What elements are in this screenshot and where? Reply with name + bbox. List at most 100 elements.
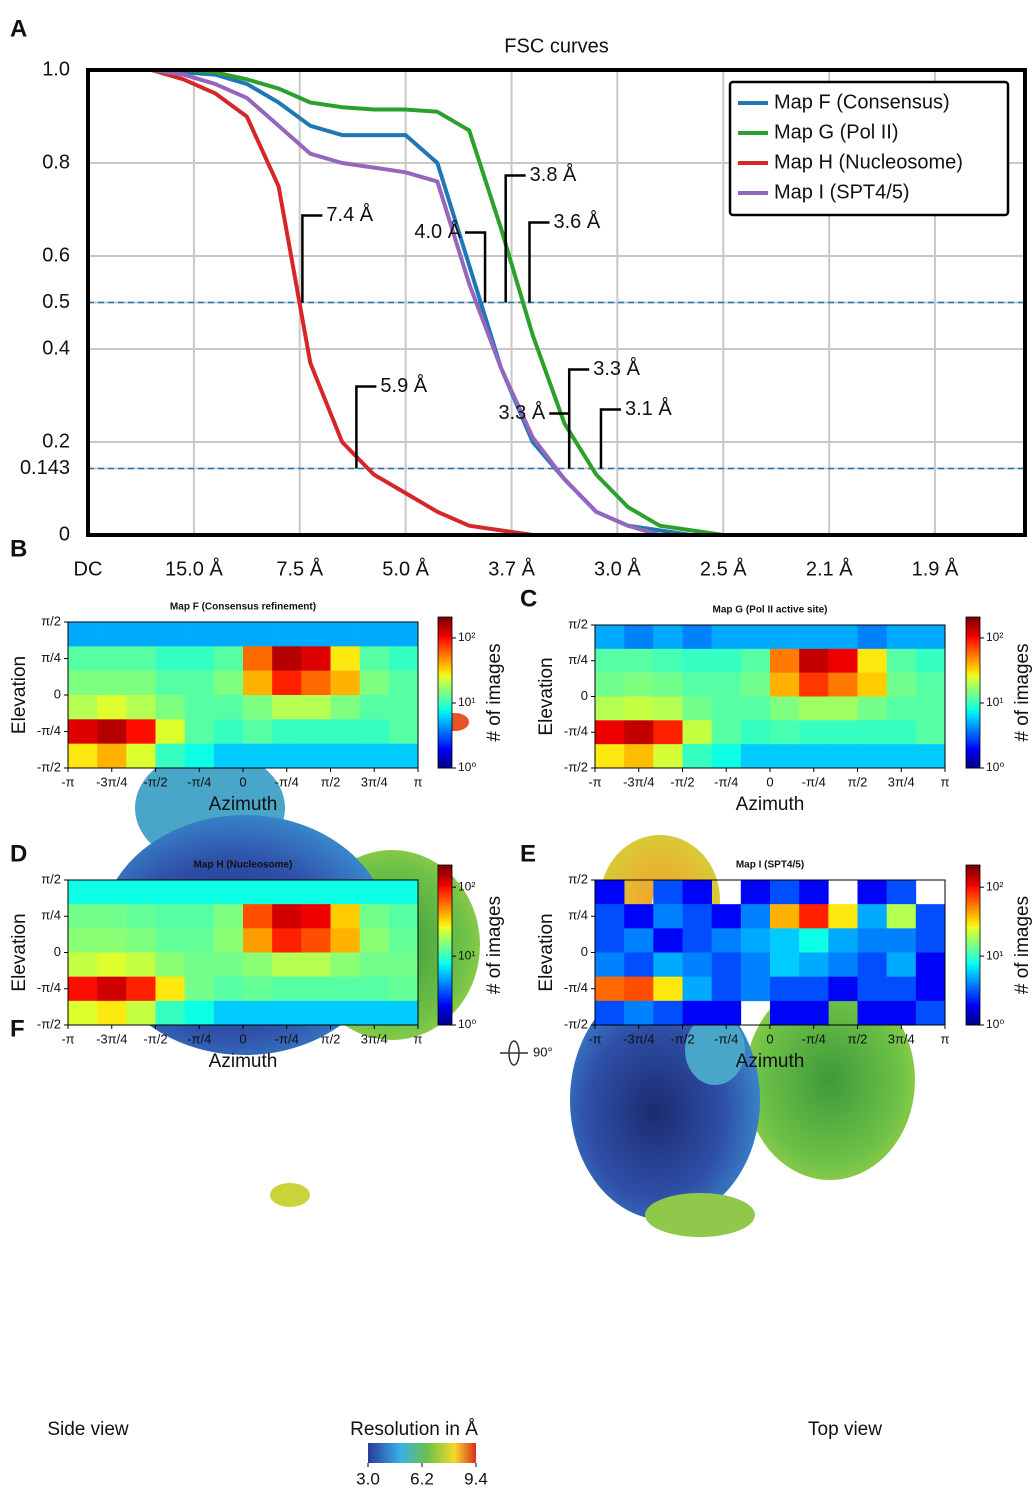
heatmap-cell	[799, 696, 829, 721]
colorbar-step	[438, 689, 452, 693]
colorbar-step	[438, 881, 452, 885]
colorbar-step	[966, 715, 980, 719]
colorbar-step	[438, 1017, 452, 1021]
colorbar-step	[966, 705, 980, 709]
colorbar-step	[438, 867, 452, 871]
heatmap-cell	[915, 744, 946, 769]
heatmap-cell	[213, 880, 244, 905]
colorbar-step	[966, 652, 980, 656]
y-tick-label: 0	[59, 523, 70, 545]
colorbar-step	[966, 700, 980, 704]
colorbar-step	[438, 642, 452, 646]
colorbar-tick-label: 10²	[458, 630, 475, 644]
colorbar-step	[438, 947, 452, 951]
heatmap-cell	[97, 622, 127, 647]
y-tick-label: -π/2	[564, 1016, 588, 1031]
heatmap-cell	[301, 670, 331, 696]
annotation-label: 4.0 Å	[414, 220, 461, 243]
colorbar-step	[966, 732, 980, 736]
colorbar-step	[438, 755, 452, 759]
heatmap-cell	[184, 880, 215, 905]
y-axis-label: Elevation	[536, 657, 557, 735]
colorbar-step	[966, 955, 980, 959]
colorbar-step	[438, 682, 452, 686]
colorbar-step	[966, 750, 980, 754]
heatmap-cell	[711, 648, 742, 673]
heatmap-cell	[97, 743, 127, 769]
colorbar-step	[966, 873, 980, 877]
colorbar-step	[966, 905, 980, 909]
heatmap-cell	[653, 952, 683, 977]
heatmap-cell	[330, 928, 360, 953]
colorbar-step	[966, 674, 980, 678]
x-tick-label: -π/4	[187, 1031, 211, 1046]
colorbar-step	[438, 875, 452, 879]
y-tick-label: π/4	[41, 650, 61, 665]
heatmap-cell	[97, 952, 127, 977]
y-tick-label: π/2	[41, 871, 61, 886]
colorbar-step	[438, 717, 452, 721]
heatmap-cell	[828, 904, 858, 929]
colorbar-step	[438, 971, 452, 975]
panel-label: C	[520, 585, 537, 612]
y-tick-label: -π/4	[564, 724, 588, 739]
colorbar-frame	[965, 616, 981, 769]
colorbar-tick-label: 10⁰	[458, 760, 476, 774]
heatmap-cell	[799, 625, 829, 650]
colorbar-step	[966, 1003, 980, 1007]
colorbar-step	[438, 672, 452, 676]
heatmap-cell	[330, 695, 360, 720]
heatmap-cell	[359, 880, 390, 905]
heatmap-cell	[330, 952, 360, 977]
heatmap-cell	[301, 695, 331, 720]
colorbar-step	[438, 695, 452, 699]
heatmap-cell	[126, 976, 156, 1002]
heatmap-cell	[243, 952, 273, 977]
colorbar-step	[966, 945, 980, 949]
x-tick-label: -π	[61, 774, 74, 789]
colorbar-step	[438, 652, 452, 656]
x-tick-label: 2.1 Å	[806, 557, 853, 580]
heatmap-cell	[126, 904, 156, 929]
heatmap-cell	[857, 952, 887, 977]
heatmap-cell	[68, 695, 98, 720]
colorbar-step	[438, 995, 452, 999]
heatmap-cell	[886, 720, 917, 745]
x-tick-label: 1.9 Å	[912, 557, 959, 580]
colorbar-step	[438, 705, 452, 709]
heatmap-cell	[155, 880, 185, 905]
heatmap-cell	[126, 646, 156, 671]
heatmap-cell	[330, 904, 360, 929]
colorbar-step	[966, 963, 980, 967]
x-tick-label: -3π/4	[96, 1031, 127, 1046]
heatmap-cell	[272, 695, 302, 720]
heatmap-cell	[359, 904, 390, 929]
heatmap-cell	[740, 904, 771, 929]
heatmap-cell	[799, 880, 829, 905]
heatmap-cell	[711, 744, 742, 769]
colorbar-step	[966, 958, 980, 962]
heatmap-cell	[799, 1000, 829, 1026]
heatmap-cell	[653, 904, 683, 929]
heatmap-cell	[155, 904, 185, 929]
colorbar-step	[966, 867, 980, 871]
x-tick-label: -π/2	[670, 1031, 694, 1046]
heatmap-cell	[653, 744, 683, 769]
colorbar-step	[966, 875, 980, 879]
heatmap-cell	[359, 743, 390, 769]
colorbar-tick-label: 10²	[986, 630, 1003, 644]
heatmap-cell	[653, 880, 683, 905]
colorbar-step	[966, 730, 980, 734]
colorbar-step	[966, 966, 980, 970]
colorbar-step	[438, 915, 452, 919]
colorbar-step	[966, 647, 980, 651]
x-tick-label: π	[414, 774, 423, 789]
heatmap-cell	[213, 719, 244, 744]
x-tick-label: -π	[588, 774, 601, 789]
colorbar-tick-label: 10¹	[986, 948, 1003, 962]
heatmap-cell	[184, 976, 215, 1002]
colorbar-tick-label: 10¹	[458, 695, 475, 709]
heatmap-cell	[213, 646, 244, 671]
heatmap-cell	[799, 648, 829, 673]
